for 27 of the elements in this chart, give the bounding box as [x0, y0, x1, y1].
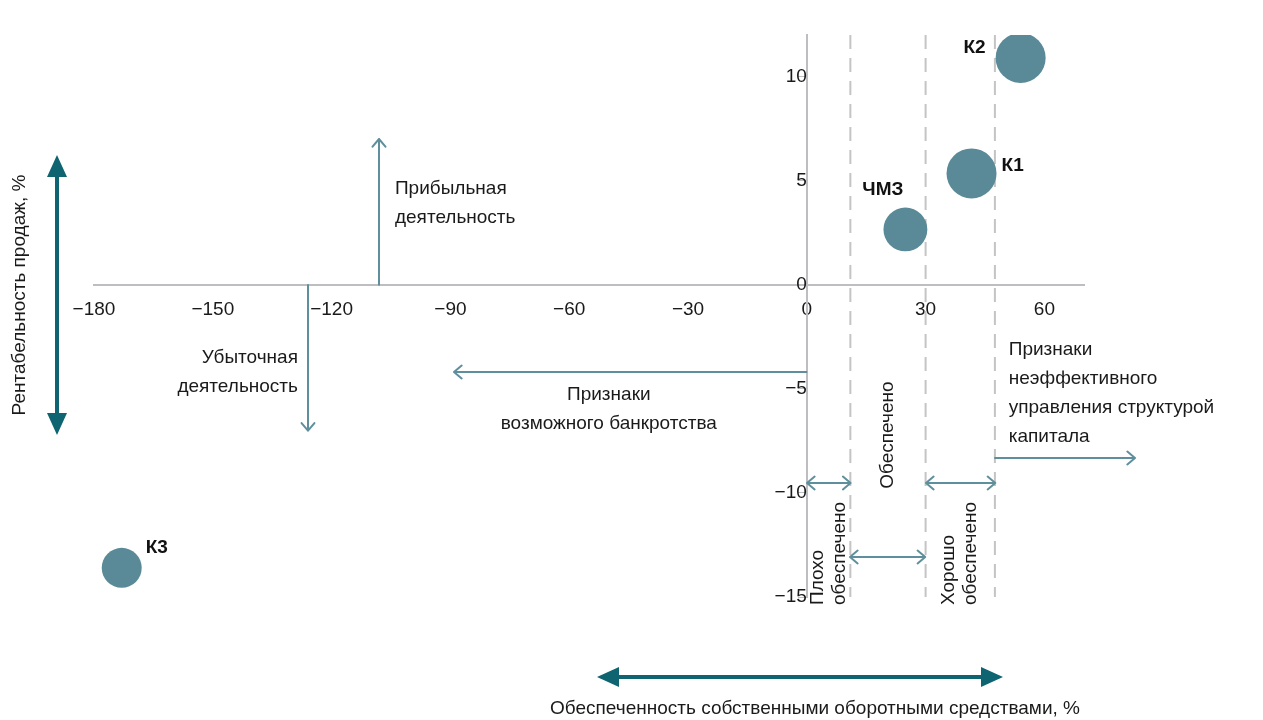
annotation: Убыточная деятельность [177, 345, 299, 396]
y-tick-label: −10 [774, 481, 807, 503]
annotation: Плохо обеспечено [805, 501, 849, 605]
y-tick-label: 0 [796, 273, 807, 295]
x-tick-label: 30 [915, 298, 937, 320]
annotation: Признаки неэффективного управления структурой капитала [1008, 337, 1215, 446]
y-tick-label: 10 [785, 64, 807, 86]
series-label: ЧМЗ [862, 177, 904, 199]
annotation: Хорошо обеспечено [937, 501, 981, 605]
x-tick-label: 60 [1033, 298, 1055, 320]
annotation: Признаки возможного банкротства [500, 383, 718, 434]
y-axis-title: Рентабельность продаж, % [8, 174, 30, 416]
annotation: Обеспечено [876, 381, 898, 489]
x-tick-label: −180 [72, 298, 116, 320]
y-tick-label: −5 [785, 377, 807, 399]
y-tick-label: −15 [774, 585, 807, 607]
series-label: К3 [145, 536, 168, 558]
series-label: К1 [1001, 153, 1025, 175]
y-tick-label: 5 [796, 168, 807, 190]
annotation: Прибыльная деятельность [394, 177, 516, 228]
x-tick-label: −90 [434, 298, 467, 320]
series-label: К2 [963, 36, 986, 58]
x-axis-title: Обеспеченность собственными оборотными средствами, % [550, 697, 1081, 719]
x-tick-label: −30 [671, 298, 705, 320]
x-tick-label: −120 [310, 298, 353, 320]
x-tick-label: −60 [553, 298, 586, 320]
x-tick-label: −150 [191, 298, 235, 320]
